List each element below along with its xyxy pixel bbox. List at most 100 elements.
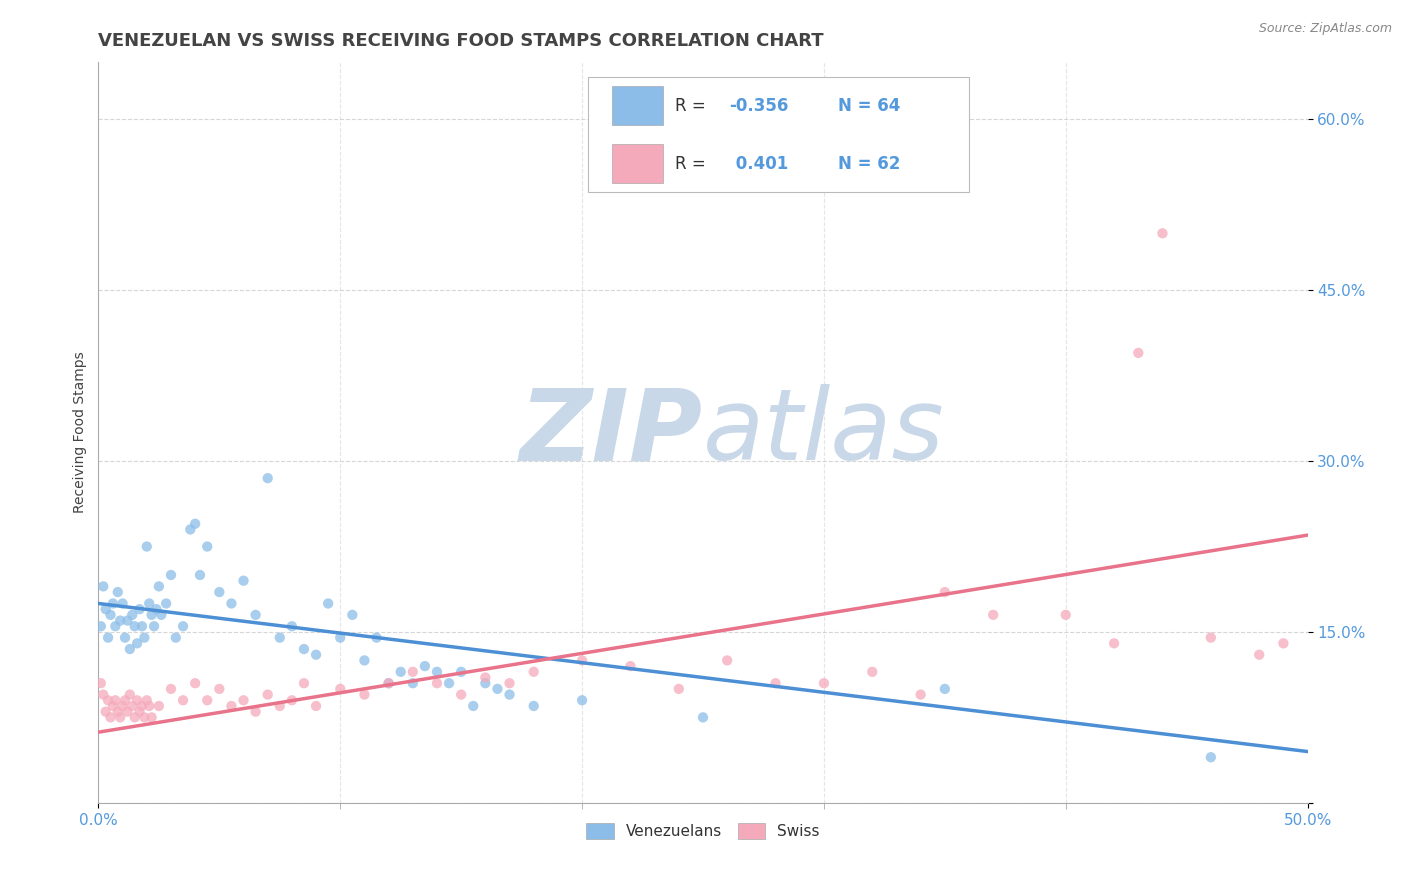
Point <box>114 693 136 707</box>
Point <box>232 574 254 588</box>
Point <box>245 607 267 622</box>
Point <box>342 607 364 622</box>
Point <box>107 585 129 599</box>
Point <box>353 688 375 702</box>
Point <box>281 619 304 633</box>
Point <box>155 597 177 611</box>
Point <box>292 676 315 690</box>
Text: 0.401: 0.401 <box>730 154 787 173</box>
Point <box>269 698 291 713</box>
Point <box>108 614 131 628</box>
Point <box>765 676 787 690</box>
Point <box>128 705 150 719</box>
FancyBboxPatch shape <box>613 87 664 125</box>
Point <box>232 693 254 707</box>
Point <box>101 597 124 611</box>
Text: Source: ZipAtlas.com: Source: ZipAtlas.com <box>1258 22 1392 36</box>
Text: R =: R = <box>675 154 717 173</box>
Point <box>1152 227 1174 241</box>
Point <box>377 676 399 690</box>
Point <box>256 471 278 485</box>
Point <box>94 705 117 719</box>
Point <box>426 665 449 679</box>
Point <box>134 710 156 724</box>
Point <box>523 698 546 713</box>
Point <box>145 602 167 616</box>
Legend: Venezuelans, Swiss: Venezuelans, Swiss <box>579 815 827 847</box>
Point <box>474 671 496 685</box>
Point <box>245 705 267 719</box>
Point <box>1199 750 1222 764</box>
Point <box>135 693 157 707</box>
Point <box>188 568 211 582</box>
Point <box>97 693 120 707</box>
Point <box>716 653 738 667</box>
Point <box>377 676 399 690</box>
Point <box>1128 346 1150 360</box>
Point <box>148 698 170 713</box>
Point <box>498 676 520 690</box>
Point <box>117 614 139 628</box>
Point <box>316 597 339 611</box>
Point <box>91 688 114 702</box>
Point <box>100 607 122 622</box>
Point <box>101 698 124 713</box>
Point <box>160 568 183 582</box>
Point <box>184 516 207 531</box>
FancyBboxPatch shape <box>588 78 969 192</box>
Point <box>124 710 146 724</box>
Text: VENEZUELAN VS SWISS RECEIVING FOOD STAMPS CORRELATION CHART: VENEZUELAN VS SWISS RECEIVING FOOD STAMP… <box>98 32 824 50</box>
Point <box>1272 636 1295 650</box>
Point <box>107 705 129 719</box>
Point <box>934 681 956 696</box>
Point <box>269 631 291 645</box>
Point <box>402 676 425 690</box>
Point <box>463 698 485 713</box>
Point <box>91 579 114 593</box>
Point <box>179 523 201 537</box>
Point <box>141 607 163 622</box>
Point <box>668 681 690 696</box>
Point <box>450 665 472 679</box>
Point <box>281 693 304 707</box>
Text: N = 64: N = 64 <box>838 96 901 115</box>
Point <box>329 631 352 645</box>
Point <box>90 676 112 690</box>
Text: N = 62: N = 62 <box>838 154 901 173</box>
Point <box>128 602 150 616</box>
Point <box>450 688 472 702</box>
Point <box>121 607 143 622</box>
Point <box>1054 607 1077 622</box>
Text: R =: R = <box>675 96 711 115</box>
Point <box>195 540 218 554</box>
Point <box>138 698 160 713</box>
Point <box>305 698 328 713</box>
Point <box>118 688 141 702</box>
Point <box>1249 648 1271 662</box>
Point <box>292 642 315 657</box>
Point <box>160 681 183 696</box>
Point <box>138 597 160 611</box>
Text: atlas: atlas <box>703 384 945 481</box>
Y-axis label: Receiving Food Stamps: Receiving Food Stamps <box>73 351 87 514</box>
Point <box>221 698 243 713</box>
Point <box>97 631 120 645</box>
Point <box>117 705 139 719</box>
Point <box>934 585 956 599</box>
Point <box>148 579 170 593</box>
Point <box>134 631 156 645</box>
Point <box>121 698 143 713</box>
Point <box>910 688 932 702</box>
Point <box>94 602 117 616</box>
Point <box>108 710 131 724</box>
Point <box>692 710 714 724</box>
Point <box>329 681 352 696</box>
Point <box>813 676 835 690</box>
Point <box>165 631 187 645</box>
Point <box>353 653 375 667</box>
Text: -0.356: -0.356 <box>730 96 789 115</box>
Point <box>111 698 134 713</box>
Point <box>104 619 127 633</box>
Point <box>143 619 166 633</box>
Point <box>100 710 122 724</box>
